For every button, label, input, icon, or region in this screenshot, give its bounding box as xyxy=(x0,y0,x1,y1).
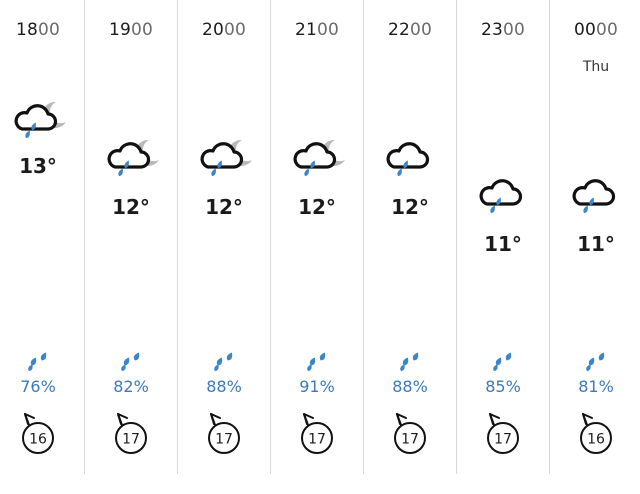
day-label: Thu xyxy=(582,59,610,75)
temperature: 12° xyxy=(298,195,336,219)
column-divider xyxy=(363,0,364,474)
rain-cloud-moon-icon xyxy=(293,139,345,177)
wind-indicator: 17 xyxy=(482,410,524,456)
column-divider xyxy=(456,0,457,474)
minute-digits: 00 xyxy=(410,20,433,40)
hour-column: 2300 11° 85% 17 xyxy=(457,0,549,474)
temperature: 11° xyxy=(484,232,522,256)
minute-digits: 00 xyxy=(131,20,154,40)
hour-digits: 23 xyxy=(480,20,503,40)
raindrops-icon xyxy=(28,352,47,371)
raindrops-icon xyxy=(121,352,140,371)
hour-column: 0000 Thu 11° 81% 16 xyxy=(550,0,640,474)
wind-direction-icon: 17 xyxy=(208,413,240,454)
wind-direction-icon: 17 xyxy=(115,413,147,454)
hour-digits: 18 xyxy=(15,20,38,40)
hour-digits: 19 xyxy=(108,20,131,40)
hour-digits: 00 xyxy=(573,20,596,40)
hour-label: 1900 xyxy=(85,20,177,40)
hour-digits: 21 xyxy=(294,20,317,40)
column-divider xyxy=(177,0,178,474)
rain-cloud-moon-icon xyxy=(14,101,66,139)
wind-speed: 17 xyxy=(401,432,419,448)
hour-label: 0000 xyxy=(550,20,640,40)
minute-digits: 00 xyxy=(38,20,61,40)
wind-direction-icon: 16 xyxy=(580,413,612,454)
temperature: 12° xyxy=(205,195,243,219)
column-divider xyxy=(549,0,550,474)
precipitation-chance: 76% xyxy=(20,377,56,396)
wind-speed: 17 xyxy=(494,432,512,448)
rain-cloud-icon xyxy=(479,179,523,214)
hour-label: 1800 xyxy=(0,20,84,40)
hour-label: 2200 xyxy=(364,20,456,40)
temperature: 11° xyxy=(577,232,615,256)
hour-column: 2200 12° 88% 17 xyxy=(364,0,456,474)
raindrops-icon xyxy=(214,352,233,371)
precipitation-chance: 88% xyxy=(392,377,428,396)
column-divider xyxy=(270,0,271,474)
wind-speed: 17 xyxy=(122,432,140,448)
wind-speed: 16 xyxy=(29,432,47,448)
column-divider xyxy=(84,0,85,474)
rain-cloud-moon-icon xyxy=(200,139,252,177)
precipitation-chance: 81% xyxy=(578,377,614,396)
wind-indicator: 17 xyxy=(296,410,338,456)
precipitation-chance: 85% xyxy=(485,377,521,396)
precipitation-chance: 82% xyxy=(113,377,149,396)
hour-column: 1800 13° 76% 16 xyxy=(0,0,84,474)
minute-digits: 00 xyxy=(503,20,526,40)
temperature: 12° xyxy=(391,195,429,219)
wind-direction-icon: 17 xyxy=(487,413,519,454)
wind-indicator: 17 xyxy=(389,410,431,456)
temperature: 13° xyxy=(19,154,57,178)
wind-direction-icon: 17 xyxy=(394,413,426,454)
hour-column: 2100 12° 91% 17 xyxy=(271,0,363,474)
rain-cloud-moon-icon xyxy=(107,139,159,177)
hour-digits: 22 xyxy=(387,20,410,40)
rain-cloud-icon xyxy=(572,179,616,214)
hour-column: 2000 12° 88% 17 xyxy=(178,0,270,474)
hour-digits: 20 xyxy=(201,20,224,40)
hour-label: 2300 xyxy=(457,20,549,40)
minute-digits: 00 xyxy=(317,20,340,40)
wind-indicator: 16 xyxy=(17,410,59,456)
wind-indicator: 17 xyxy=(203,410,245,456)
wind-speed: 17 xyxy=(215,432,233,448)
minute-digits: 00 xyxy=(224,20,247,40)
wind-speed: 17 xyxy=(308,432,326,448)
wind-indicator: 17 xyxy=(110,410,152,456)
raindrops-icon xyxy=(586,352,605,371)
raindrops-icon xyxy=(307,352,326,371)
temperature: 12° xyxy=(112,195,150,219)
wind-direction-icon: 16 xyxy=(22,413,54,454)
raindrops-icon xyxy=(400,352,419,371)
raindrops-icon xyxy=(493,352,512,371)
wind-direction-icon: 17 xyxy=(301,413,333,454)
precipitation-chance: 88% xyxy=(206,377,242,396)
hour-column: 1900 12° 82% 17 xyxy=(85,0,177,474)
hour-label: 2100 xyxy=(271,20,363,40)
precipitation-chance: 91% xyxy=(299,377,335,396)
wind-speed: 16 xyxy=(587,432,605,448)
rain-cloud-icon xyxy=(386,142,430,177)
minute-digits: 00 xyxy=(596,20,619,40)
wind-indicator: 16 xyxy=(575,410,617,456)
hour-label: 2000 xyxy=(178,20,270,40)
